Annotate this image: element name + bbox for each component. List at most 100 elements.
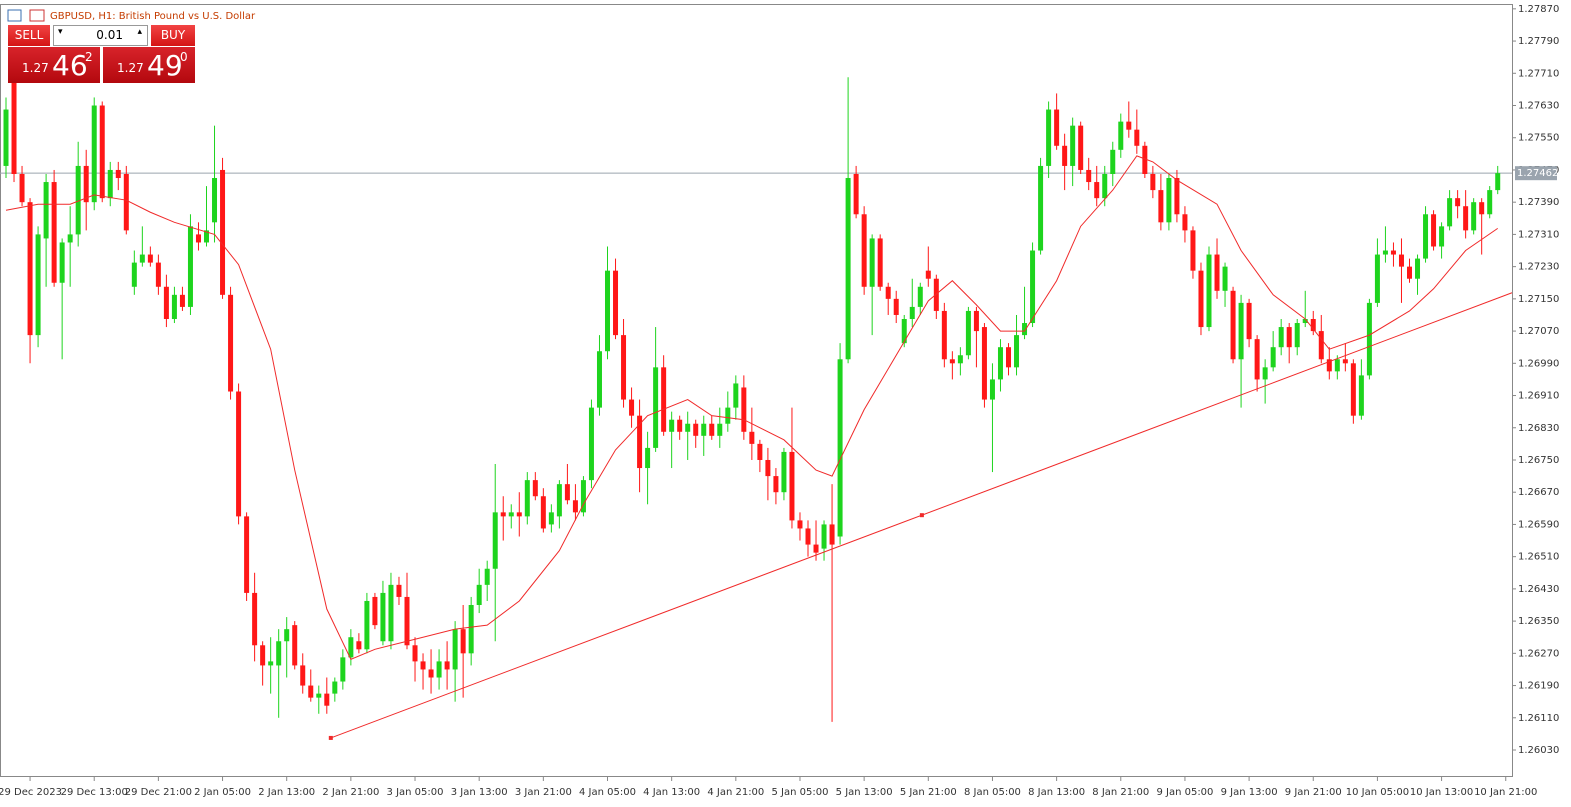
candle-body — [556, 484, 562, 517]
candle-body — [388, 584, 394, 642]
lot-up[interactable]: ▴ — [137, 27, 142, 37]
candle-body — [91, 105, 97, 203]
symbol-icon[interactable] — [29, 9, 45, 22]
candle-body — [1398, 254, 1404, 267]
candle-body — [1030, 250, 1036, 324]
candle-body — [139, 254, 145, 263]
candle-body — [11, 81, 17, 174]
candle-body — [468, 604, 474, 654]
candle-body — [1366, 302, 1372, 376]
candle-body — [1014, 335, 1020, 368]
candle-body — [316, 693, 322, 698]
y-tick-label: 1.26830 — [1518, 423, 1559, 434]
candle-body — [163, 286, 169, 320]
candle-body — [187, 226, 193, 307]
candle-body — [588, 407, 594, 481]
candle-body — [1206, 254, 1212, 328]
x-tick-label: 10 Jan 21:00 — [1474, 787, 1537, 798]
candle-body — [629, 399, 635, 416]
candle-body — [1342, 359, 1348, 364]
candle-body — [516, 512, 522, 517]
candle-body — [1262, 367, 1268, 380]
candle-body — [260, 645, 266, 666]
candle-body — [957, 355, 963, 364]
last-price-box — [1515, 166, 1557, 181]
candle-body — [861, 214, 867, 287]
candle-body — [1222, 266, 1228, 291]
y-tick-label: 1.27710 — [1518, 68, 1559, 79]
y-tick-label: 1.27390 — [1518, 197, 1559, 208]
candle-body — [356, 641, 362, 650]
x-tick-label: 8 Jan 21:00 — [1092, 787, 1149, 798]
candle-body — [252, 592, 258, 646]
candle-body — [548, 512, 554, 525]
x-tick-label: 8 Jan 05:00 — [964, 787, 1021, 798]
x-tick-label: 2 Jan 21:00 — [322, 787, 379, 798]
candle-body — [1238, 302, 1244, 360]
candle-body — [877, 238, 883, 287]
lot-value[interactable]: 0.01 — [96, 28, 123, 42]
candle-body — [773, 476, 779, 493]
candle-body — [1054, 109, 1060, 146]
candle-body — [420, 661, 426, 670]
candle-body — [853, 173, 859, 215]
lot-box[interactable]: ▾ 0.01 ▴ — [53, 25, 148, 46]
ask-frac: 0 — [180, 50, 188, 64]
buy-button[interactable]: BUY — [151, 25, 195, 46]
candle-body — [1246, 302, 1252, 340]
candle-body — [51, 182, 57, 283]
candle-body — [340, 657, 346, 682]
candle-body — [1230, 290, 1236, 360]
menu-icon[interactable] — [7, 9, 22, 22]
x-tick-label: 9 Jan 13:00 — [1221, 787, 1278, 798]
candle-body — [797, 520, 803, 529]
candle-body — [1447, 198, 1453, 227]
candle-body — [452, 629, 458, 670]
ask-box[interactable]: 1.27 49 0 — [103, 47, 195, 83]
sell-button[interactable]: SELL — [8, 25, 50, 46]
candle-body — [300, 665, 306, 686]
candle-body — [1294, 323, 1300, 348]
candle-body — [1086, 169, 1092, 183]
y-tick-label: 1.26910 — [1518, 391, 1559, 402]
x-tick-label: 29 Dec 2023 — [0, 787, 62, 798]
candle-body — [380, 592, 386, 642]
y-tick-label: 1.27870 — [1518, 4, 1559, 15]
bid-box[interactable]: 1.27 46 2 — [8, 47, 100, 83]
candle-body — [1126, 121, 1132, 130]
candle-body — [757, 443, 763, 460]
candle-body — [1070, 125, 1076, 166]
candle-body — [885, 286, 891, 299]
candle-body — [27, 202, 33, 336]
candle-body — [1302, 319, 1308, 324]
x-tick-label: 5 Jan 21:00 — [900, 787, 957, 798]
candle-body — [669, 419, 675, 432]
candle-body — [1038, 165, 1044, 251]
chart-title: GBPUSD, H1: British Pound vs U.S. Dollar — [50, 11, 256, 22]
candle-body — [781, 451, 787, 493]
candle-body — [893, 298, 899, 315]
candle-body — [1487, 190, 1493, 215]
candle-body — [653, 367, 659, 448]
candle-body — [123, 173, 129, 231]
candle-body — [444, 661, 450, 670]
x-tick-label: 4 Jan 13:00 — [643, 787, 700, 798]
last-price-label: 1.27462 — [1517, 168, 1558, 179]
candle-body — [805, 528, 811, 545]
y-tick-label: 1.27790 — [1518, 36, 1559, 47]
candle-body — [1286, 327, 1292, 348]
candle-body — [1407, 266, 1412, 279]
candle-body — [949, 359, 955, 364]
candle-body — [925, 270, 931, 279]
candle-body — [1270, 347, 1276, 368]
candle-body — [324, 693, 330, 706]
candle-body — [404, 596, 410, 646]
x-tick-label: 10 Jan 05:00 — [1346, 787, 1409, 798]
trade-panel: SELL ▾ 0.01 ▴ BUY 1.27 46 2 1.27 49 0 — [8, 25, 195, 83]
candle-body — [765, 459, 771, 477]
candle-body — [741, 387, 747, 432]
lot-down[interactable]: ▾ — [58, 27, 63, 37]
y-tick-label: 1.26430 — [1518, 584, 1559, 595]
candle-body — [115, 169, 121, 179]
candle-body — [1158, 190, 1164, 223]
